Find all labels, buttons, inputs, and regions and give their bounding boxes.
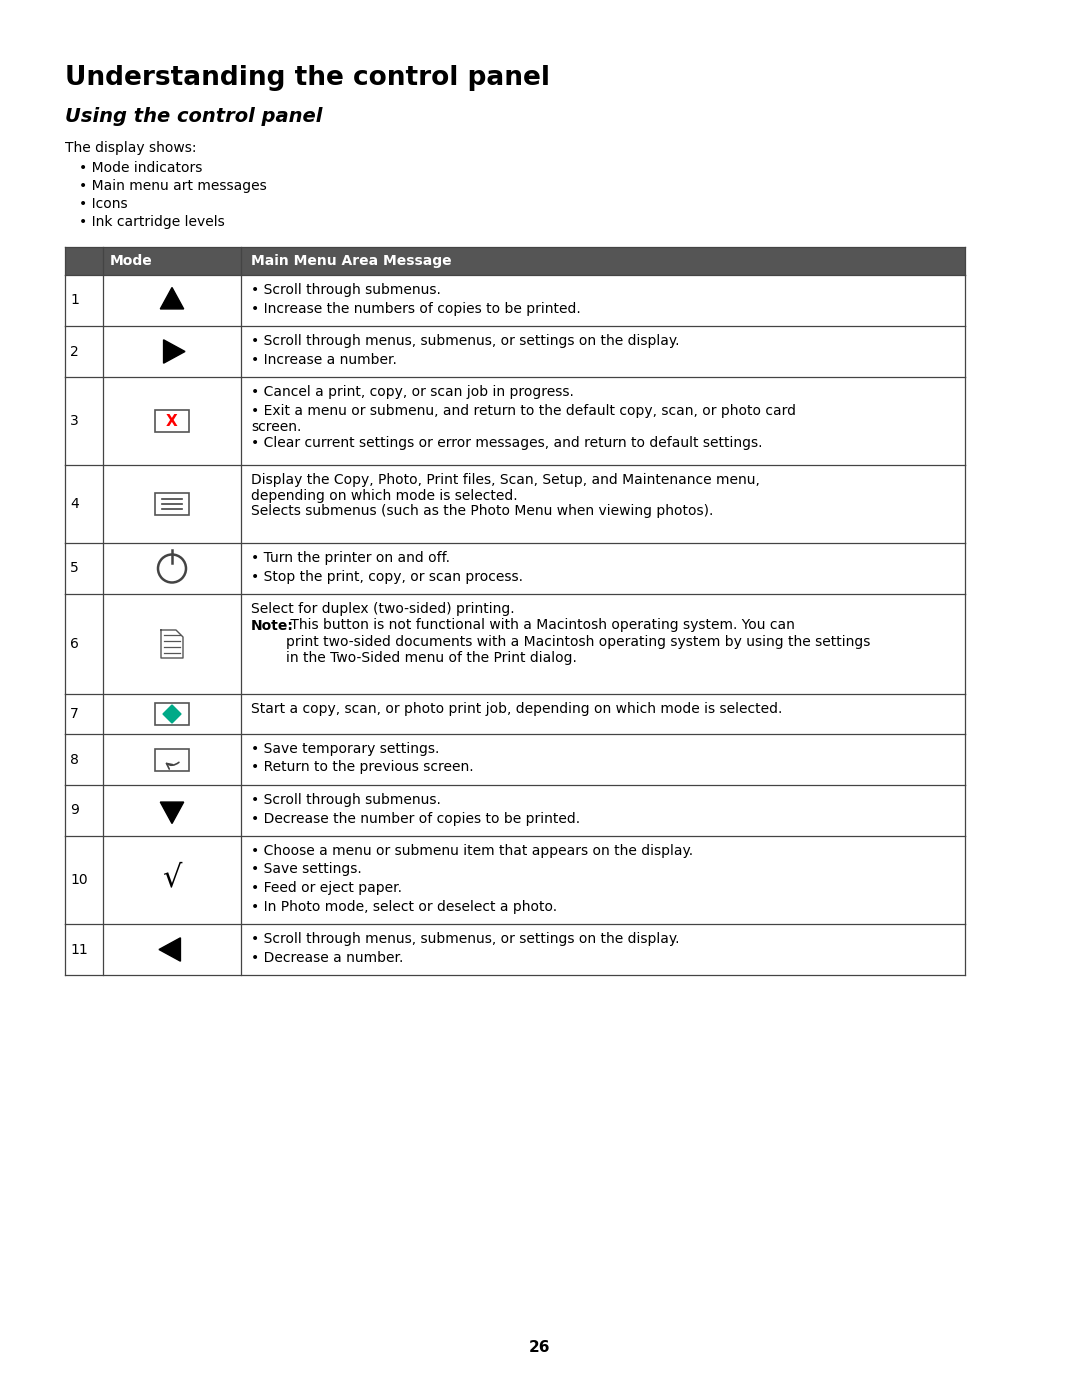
Text: • Ink cartridge levels: • Ink cartridge levels: [79, 215, 225, 229]
Polygon shape: [160, 802, 184, 823]
Text: 6: 6: [70, 637, 79, 651]
Text: Using the control panel: Using the control panel: [65, 108, 322, 126]
Text: • Choose a menu or submenu item that appears on the display.: • Choose a menu or submenu item that app…: [251, 844, 693, 858]
Bar: [65, 923, 966, 975]
Bar: [65, 694, 966, 733]
Bar: [156, 749, 189, 771]
Text: • In Photo mode, select or deselect a photo.: • In Photo mode, select or deselect a ph…: [251, 900, 557, 914]
Text: Understanding the control panel: Understanding the control panel: [65, 66, 550, 91]
Text: 7: 7: [70, 707, 79, 721]
Bar: [65, 275, 966, 326]
Polygon shape: [163, 705, 181, 724]
Text: Mode: Mode: [110, 254, 152, 268]
Text: • Decrease a number.: • Decrease a number.: [251, 950, 403, 964]
Text: 5: 5: [70, 562, 79, 576]
Text: Start a copy, scan, or photo print job, depending on which mode is selected.: Start a copy, scan, or photo print job, …: [251, 703, 782, 717]
Text: • Main menu art messages: • Main menu art messages: [79, 179, 267, 193]
Text: √: √: [162, 863, 181, 893]
Text: The display shows:: The display shows:: [65, 141, 197, 155]
Text: 26: 26: [529, 1340, 551, 1355]
Text: • Return to the previous screen.: • Return to the previous screen.: [251, 760, 474, 774]
Text: • Decrease the number of copies to be printed.: • Decrease the number of copies to be pr…: [251, 812, 580, 826]
Text: • Feed or eject paper.: • Feed or eject paper.: [251, 882, 402, 895]
Text: • Cancel a print, copy, or scan job in progress.: • Cancel a print, copy, or scan job in p…: [251, 386, 573, 400]
Text: • Save settings.: • Save settings.: [251, 862, 362, 876]
Text: 2: 2: [70, 345, 79, 359]
Text: • Scroll through submenus.: • Scroll through submenus.: [251, 793, 441, 807]
Text: • Save temporary settings.: • Save temporary settings.: [251, 742, 440, 756]
Bar: [65, 543, 966, 594]
Bar: [156, 409, 189, 432]
Text: • Exit a menu or submenu, and return to the default copy, scan, or photo card
sc: • Exit a menu or submenu, and return to …: [251, 404, 796, 433]
Bar: [65, 594, 966, 694]
Text: 10: 10: [70, 873, 87, 887]
Text: 11: 11: [70, 943, 87, 957]
Text: • Turn the printer on and off.: • Turn the printer on and off.: [251, 550, 450, 564]
Text: 3: 3: [70, 414, 79, 427]
Text: Main Menu Area Message: Main Menu Area Message: [251, 254, 451, 268]
Bar: [156, 703, 189, 725]
Text: Display the Copy, Photo, Print files, Scan, Setup, and Maintenance menu,
dependi: Display the Copy, Photo, Print files, Sc…: [251, 474, 760, 503]
Text: • Scroll through menus, submenus, or settings on the display.: • Scroll through menus, submenus, or set…: [251, 932, 679, 946]
Text: Select for duplex (two-sided) printing.: Select for duplex (two-sided) printing.: [251, 602, 515, 616]
Text: • Stop the print, copy, or scan process.: • Stop the print, copy, or scan process.: [251, 570, 523, 584]
Text: This button is not functional with a Macintosh operating system. You can
print t: This button is not functional with a Mac…: [286, 619, 870, 665]
Text: X: X: [166, 414, 178, 429]
Text: • Clear current settings or error messages, and return to default settings.: • Clear current settings or error messag…: [251, 436, 762, 450]
Text: • Scroll through menus, submenus, or settings on the display.: • Scroll through menus, submenus, or set…: [251, 334, 679, 348]
Bar: [65, 247, 966, 275]
Polygon shape: [163, 339, 185, 363]
Bar: [65, 733, 966, 785]
Text: 9: 9: [70, 803, 79, 817]
Polygon shape: [160, 288, 184, 309]
Text: 1: 1: [70, 293, 79, 307]
Bar: [65, 326, 966, 377]
Text: Note:: Note:: [251, 619, 294, 633]
Text: • Increase a number.: • Increase a number.: [251, 352, 396, 366]
Text: • Mode indicators: • Mode indicators: [79, 161, 202, 175]
Bar: [65, 465, 966, 543]
Bar: [65, 835, 966, 923]
Bar: [65, 785, 966, 835]
Text: 8: 8: [70, 753, 79, 767]
Text: • Increase the numbers of copies to be printed.: • Increase the numbers of copies to be p…: [251, 302, 581, 316]
Text: Selects submenus (such as the Photo Menu when viewing photos).: Selects submenus (such as the Photo Menu…: [251, 504, 714, 518]
Bar: [156, 493, 189, 515]
Polygon shape: [159, 937, 180, 961]
Text: • Icons: • Icons: [79, 197, 127, 211]
Text: 4: 4: [70, 497, 79, 511]
Polygon shape: [161, 630, 183, 658]
Bar: [65, 377, 966, 465]
Text: • Scroll through submenus.: • Scroll through submenus.: [251, 284, 441, 298]
